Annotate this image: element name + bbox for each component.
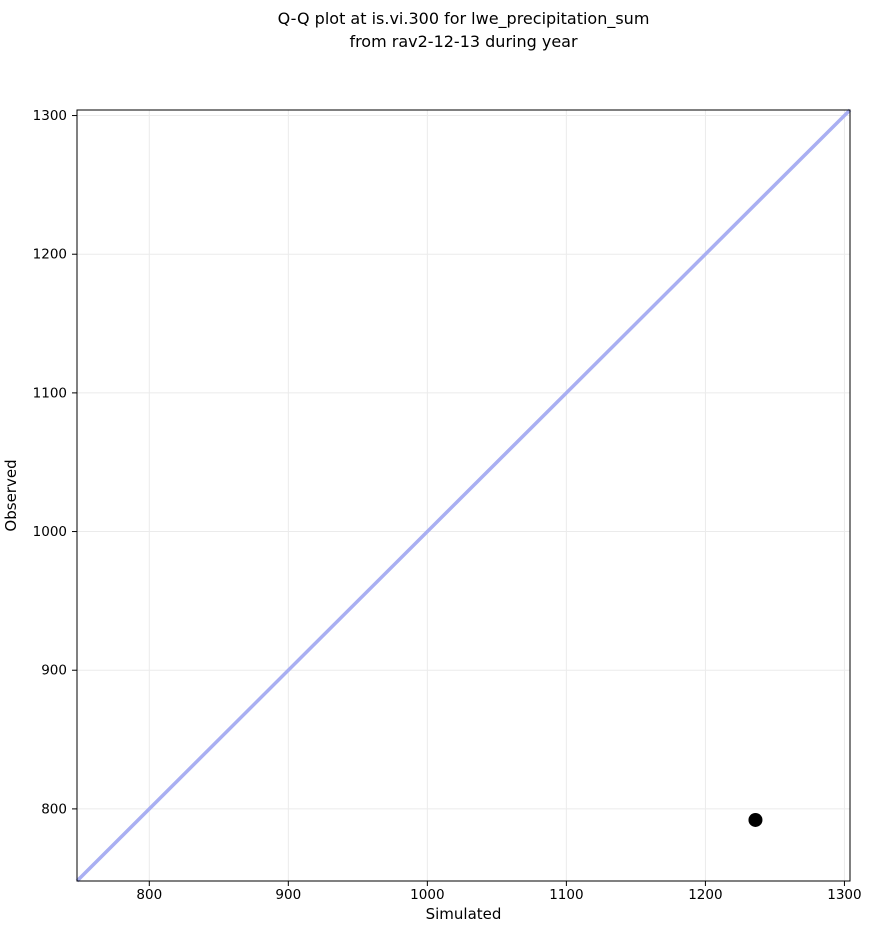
y-tick-label-1100: 1100 <box>33 385 67 401</box>
x-tick-label-1000: 1000 <box>410 887 444 903</box>
identity-reference-line <box>75 108 852 883</box>
y-axis-label: Observed <box>2 459 20 531</box>
x-tick-label-1100: 1100 <box>549 887 583 903</box>
x-tick-label-1200: 1200 <box>688 887 722 903</box>
y-tick-label-1000: 1000 <box>33 524 67 540</box>
plot-border <box>76 109 851 882</box>
plot-generated-layer: 800 900 1000 1100 1200 1300 800 900 1000 1100 1200… <box>33 108 862 903</box>
y-tick-label-1300: 1300 <box>33 108 67 124</box>
x-tick-label-900: 900 <box>275 887 301 903</box>
y-tick-label-900: 900 <box>41 663 67 679</box>
x-tick-label-800: 800 <box>136 887 162 903</box>
x-axis-label: Simulated <box>426 905 502 923</box>
y-tick-label-1200: 1200 <box>33 247 67 263</box>
quantile-points-0 <box>748 812 763 827</box>
chart-title-line-2: from rav2-12-13 during year <box>349 32 578 51</box>
x-tick-label-1300: 1300 <box>827 887 861 903</box>
chart-title-line-1: Q-Q plot at is.vi.300 for lwe_precipitat… <box>277 9 650 28</box>
y-tick-label-800: 800 <box>41 801 67 817</box>
chart-title: Q-Q plot at is.vi.300 for lwe_precipitat… <box>77 7 850 53</box>
